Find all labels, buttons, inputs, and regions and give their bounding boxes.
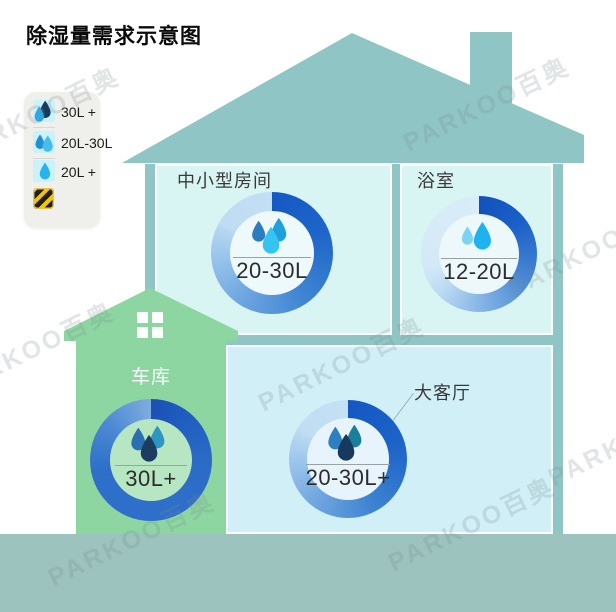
divider-line: [115, 465, 187, 466]
page-title: 除湿量需求示意图: [26, 25, 202, 48]
legend-divider: [33, 127, 55, 128]
donut-center: 20-30L+: [305, 418, 391, 500]
roof-shape: [122, 33, 584, 163]
room-label-bathroom: 浴室: [417, 171, 455, 191]
legend-icon-30l: [33, 100, 55, 122]
donut-gauge-bathroom: 12-20L: [421, 196, 537, 312]
donut-center: 20-30L: [230, 211, 314, 295]
legend-icon-20l: [33, 160, 55, 182]
legend-panel: 30L + 20L-30L 20L +: [24, 92, 112, 228]
watermark: PARKOO百奥: [398, 52, 575, 158]
water-drops-icon: [461, 221, 491, 250]
room-label-garage: 车库: [130, 367, 171, 388]
gauge-value: 12-20L: [443, 259, 515, 284]
donut-center: 12-20L: [439, 214, 519, 294]
donut-gauge-living-room: 20-30L+: [289, 400, 407, 518]
legend-label-30l: 30L +: [61, 104, 96, 120]
legend-icon-20-30l: [33, 131, 55, 153]
room-label-medium: 中小型房间: [177, 171, 272, 191]
donut-gauge-garage: 30L+: [90, 399, 212, 521]
legend-label-20-30l: 20L-30L: [61, 135, 113, 151]
gauge-value: 20-30L+: [305, 465, 391, 490]
divider-line: [306, 464, 390, 465]
chimney: [470, 32, 512, 142]
divider-line: [441, 258, 517, 259]
gauge-value: 30L+: [125, 466, 177, 491]
hazard-stripes-icon: [33, 188, 54, 209]
donut-center: 30L+: [110, 419, 192, 501]
water-drops-icon: [252, 217, 287, 254]
ground-band: [0, 534, 616, 612]
garage-window-icon: [137, 312, 163, 338]
legend-label-20l: 20L +: [61, 164, 96, 180]
room-label-living: 大客厅: [414, 383, 471, 403]
legend-divider: [33, 158, 55, 159]
water-drops-icon: [328, 424, 362, 461]
water-drops-icon: [131, 425, 165, 462]
divider-line: [233, 257, 311, 258]
gauge-value: 20-30L: [236, 258, 308, 283]
donut-gauge-medium-room: 20-30L: [211, 192, 333, 314]
